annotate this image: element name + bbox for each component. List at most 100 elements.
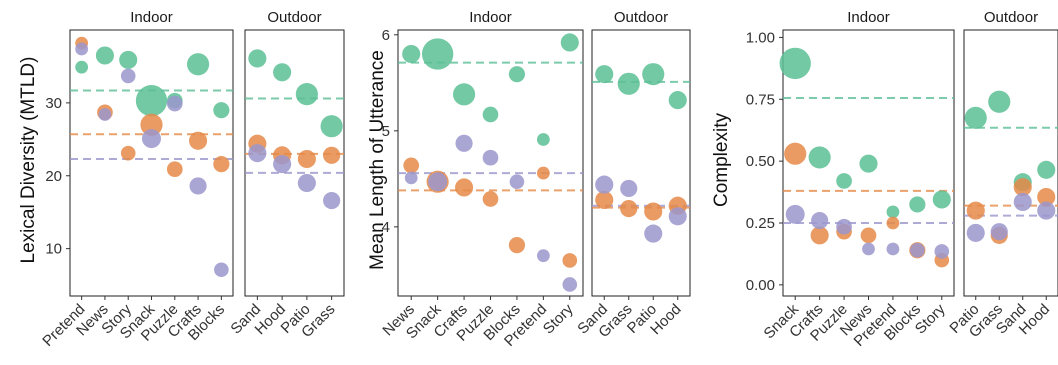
data-point-orange <box>455 178 474 197</box>
data-point-purple <box>273 155 292 174</box>
data-point-green <box>248 49 267 68</box>
data-point-green <box>213 102 230 119</box>
data-point-orange <box>644 202 663 221</box>
data-point-purple <box>785 204 805 224</box>
data-point-purple <box>934 244 950 259</box>
data-point-green <box>560 33 579 52</box>
panel-title-1-1: Outdoor <box>614 9 668 26</box>
data-point-orange <box>562 253 578 268</box>
data-point-orange <box>120 145 136 161</box>
data-point-purple <box>862 242 875 256</box>
data-point-purple <box>836 218 852 235</box>
data-point-purple <box>644 224 663 243</box>
data-point-orange <box>784 142 807 165</box>
data-point-purple <box>404 171 418 185</box>
panel-frame-2-1 <box>963 29 1058 297</box>
panel-frame-0-1 <box>244 29 345 297</box>
x-tick-label: Story <box>912 300 949 337</box>
data-point-purple <box>966 223 985 242</box>
data-point-purple <box>990 223 1008 241</box>
data-point-orange <box>508 237 526 254</box>
data-point-purple <box>98 108 112 121</box>
y-tick-label: 1.00 <box>746 29 775 46</box>
data-point-green <box>95 46 114 65</box>
data-point-green <box>135 85 168 117</box>
data-point-orange <box>482 191 499 207</box>
y-tick-label: 0.25 <box>746 215 775 232</box>
panel-title-1-0: Indoor <box>469 9 512 26</box>
data-point-orange <box>886 216 900 230</box>
data-point-green <box>909 196 926 213</box>
data-point-green <box>836 173 852 189</box>
data-point-purple <box>910 242 925 258</box>
data-point-purple <box>536 249 550 263</box>
data-point-green <box>859 154 878 173</box>
data-point-purple <box>142 129 161 149</box>
data-point-orange <box>1013 178 1032 197</box>
data-point-green <box>421 38 454 70</box>
data-point-green <box>1037 160 1056 179</box>
data-point-orange <box>297 149 316 169</box>
data-point-orange <box>213 155 230 173</box>
data-point-purple <box>668 207 687 226</box>
y-tick-label: 5 <box>382 123 390 140</box>
data-point-orange <box>595 190 614 210</box>
panel-title-0-0: Indoor <box>130 9 173 26</box>
data-point-orange <box>536 166 550 180</box>
y-tick-label: 6 <box>382 27 390 44</box>
y-axis-label-1: Mean Length of Utterance <box>367 50 388 270</box>
y-tick-label: 20 <box>45 168 62 185</box>
data-point-purple <box>886 242 900 256</box>
data-point-green <box>595 65 614 84</box>
x-tick-label: Story <box>540 300 577 337</box>
panel-frame-0-0 <box>69 29 234 297</box>
data-point-orange <box>166 161 183 178</box>
y-tick-label: 0.75 <box>746 91 775 108</box>
data-point-green <box>186 53 210 76</box>
data-point-purple <box>509 174 525 190</box>
data-point-orange <box>189 131 208 150</box>
y-axis-label-0: Lexical Diversity (MTLD) <box>18 57 39 264</box>
data-point-green <box>119 50 138 69</box>
data-point-purple <box>1037 201 1056 220</box>
data-point-green <box>779 47 811 80</box>
data-point-orange <box>323 146 341 164</box>
data-point-green <box>402 44 421 64</box>
data-point-green <box>642 63 665 86</box>
data-point-purple <box>248 144 267 163</box>
data-point-purple <box>811 211 829 230</box>
data-point-green <box>508 66 526 83</box>
data-point-purple <box>482 149 499 166</box>
panel-title-2-0: Indoor <box>847 9 890 26</box>
data-point-purple <box>214 262 229 278</box>
data-point-green <box>536 133 550 146</box>
data-point-green <box>320 115 343 138</box>
data-point-orange <box>860 227 877 244</box>
data-point-purple <box>166 95 183 112</box>
data-point-orange <box>966 201 985 220</box>
data-point-purple <box>562 277 578 292</box>
data-point-purple <box>595 175 614 194</box>
y-axis-label-2: Complexity <box>711 113 732 207</box>
data-point-purple <box>1013 192 1032 212</box>
data-point-green <box>964 106 987 129</box>
data-point-purple <box>75 42 89 56</box>
data-point-green <box>482 106 499 123</box>
data-point-green <box>808 146 831 169</box>
y-tick-label: 0.50 <box>746 153 775 170</box>
panel-title-0-1: Outdoor <box>267 9 321 26</box>
data-point-purple <box>455 134 473 152</box>
data-point-purple <box>297 173 316 193</box>
data-point-purple <box>189 177 207 195</box>
panel-title-2-1: Outdoor <box>984 9 1038 26</box>
data-point-green <box>452 83 476 106</box>
data-point-orange <box>140 113 163 136</box>
data-point-green <box>932 190 951 209</box>
y-tick-label: 0.00 <box>746 277 775 294</box>
data-point-orange <box>620 200 638 218</box>
data-point-green <box>75 60 89 74</box>
data-point-orange <box>1037 187 1056 207</box>
data-point-purple <box>323 191 341 210</box>
data-point-green <box>988 90 1011 113</box>
